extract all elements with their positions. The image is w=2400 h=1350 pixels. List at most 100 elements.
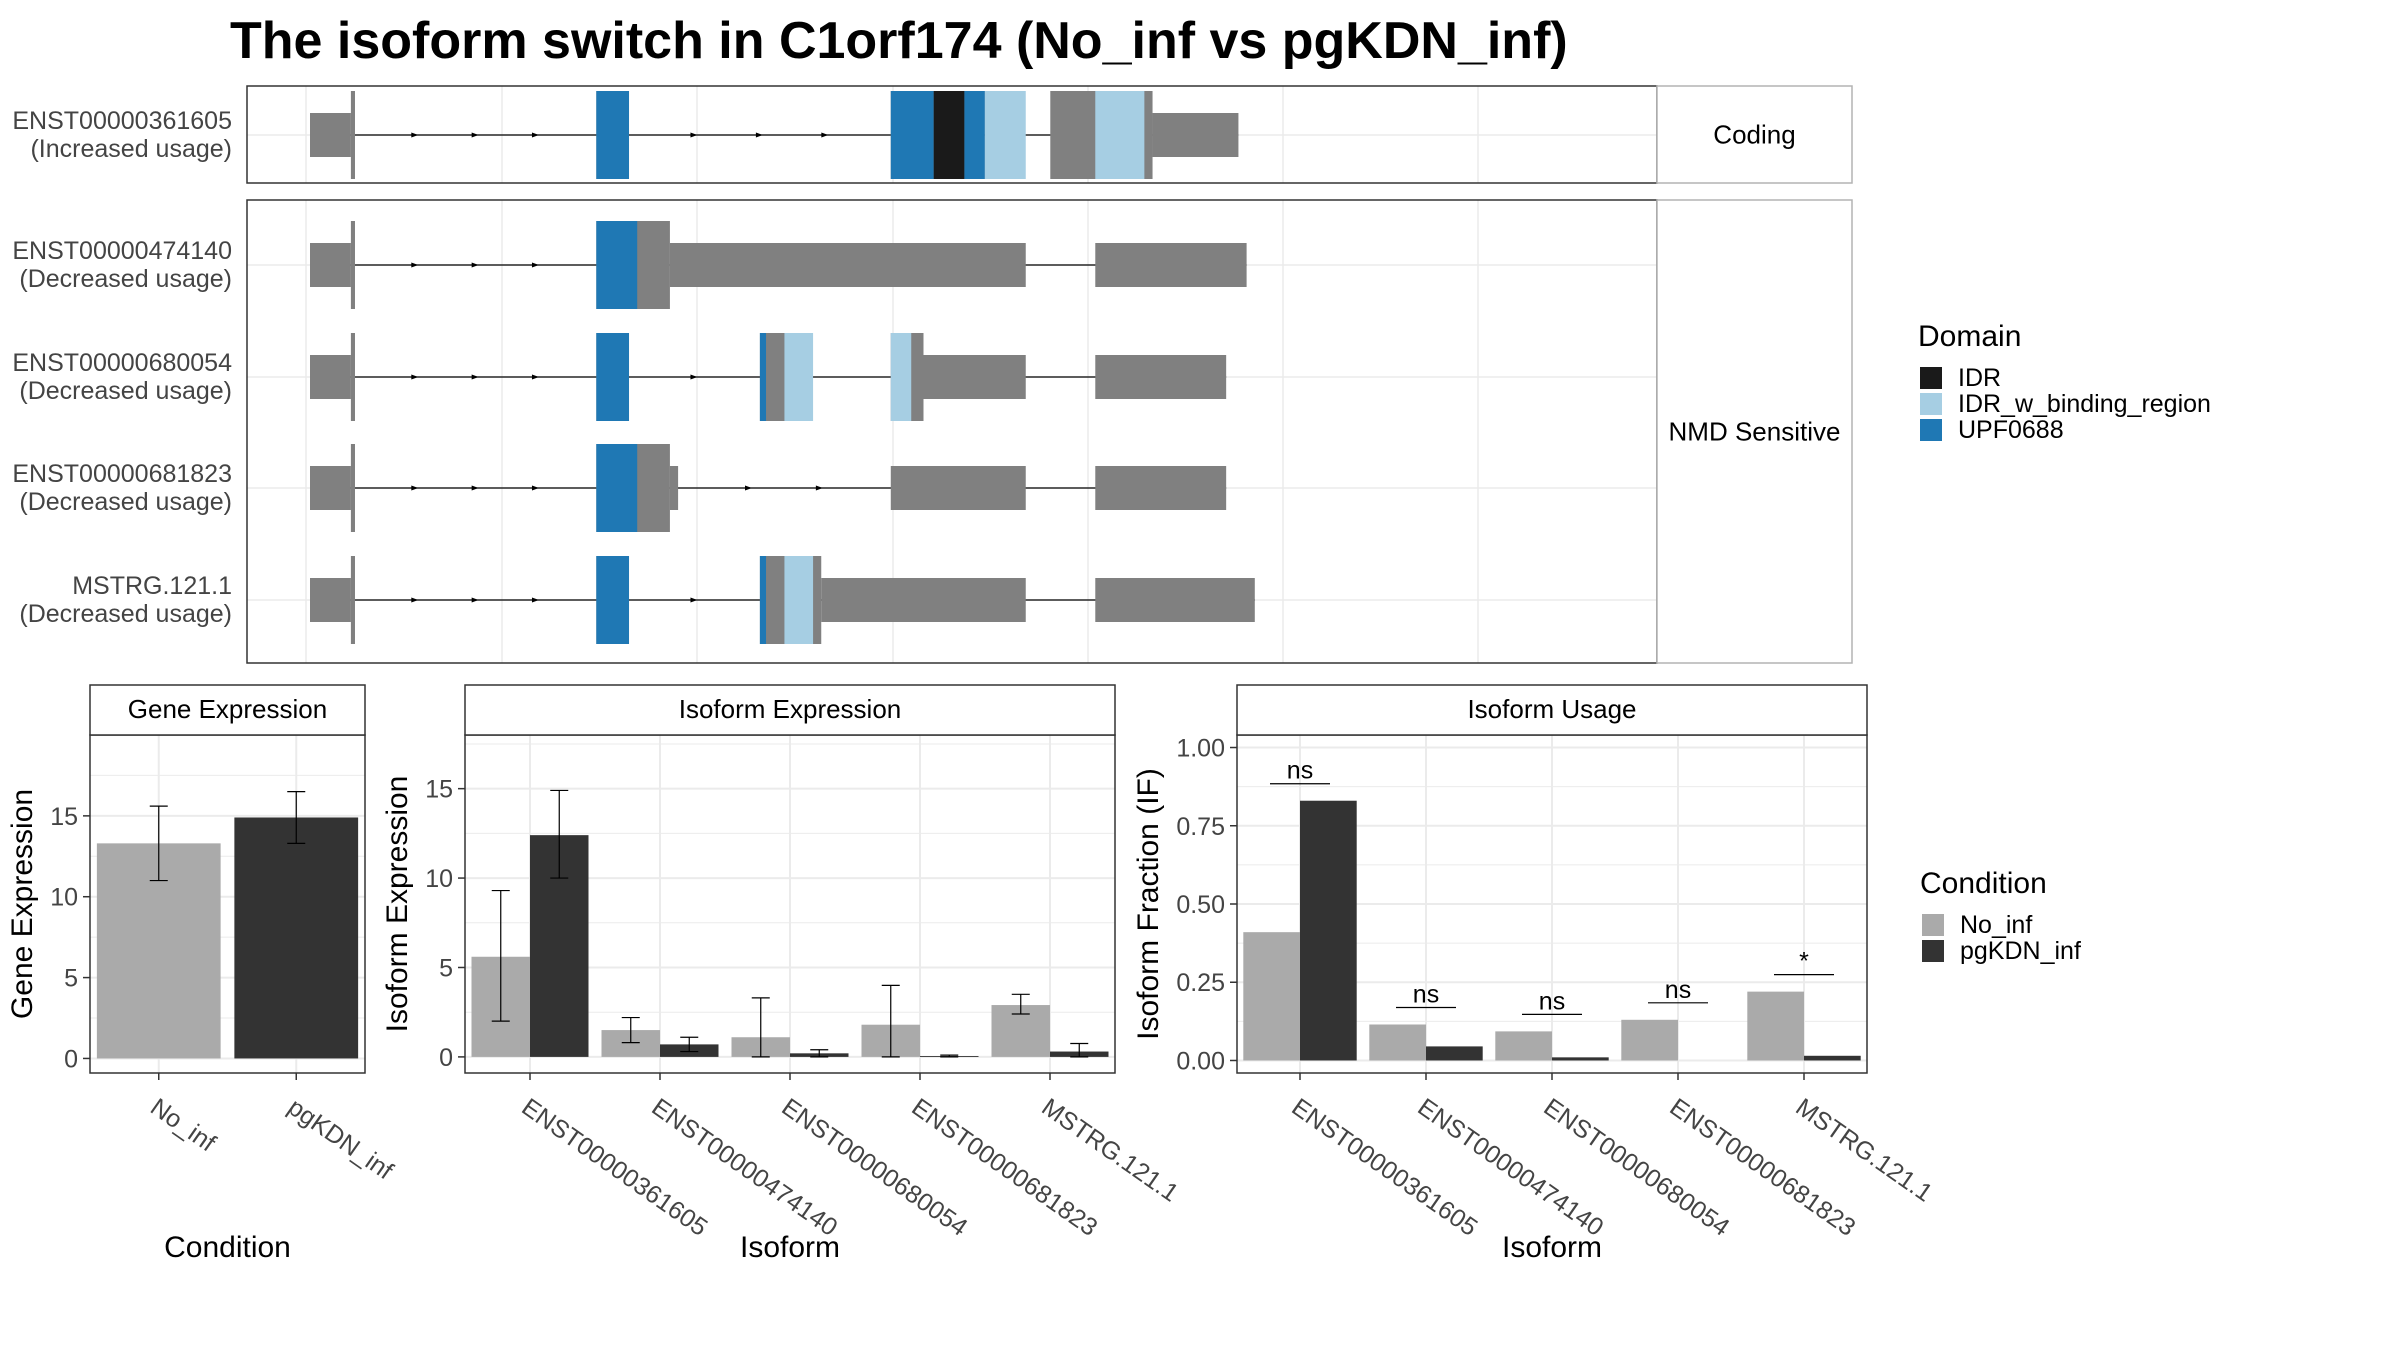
- intron-arrow: [411, 485, 419, 491]
- significance-label: ns: [1665, 976, 1691, 1004]
- domain-segment: [784, 556, 814, 644]
- legend-label: IDR_w_binding_region: [1958, 390, 2211, 418]
- y-axis-title: Isoform Expression: [381, 776, 414, 1033]
- utr-exon: [1095, 466, 1227, 510]
- bar: [1243, 932, 1300, 1061]
- legend-label: IDR: [1958, 364, 2001, 392]
- intron-arrow: [471, 597, 479, 603]
- coding-exon: [350, 444, 355, 532]
- y-tick-label: 0.25: [1176, 969, 1225, 997]
- transcript-id-label: ENST00000361605: [12, 107, 232, 135]
- intron-arrow: [531, 485, 539, 491]
- y-tick-label: 0: [64, 1045, 78, 1073]
- facet-strip: [1656, 199, 1853, 664]
- intron-arrow: [471, 485, 479, 491]
- legend-label: pgKDN_inf: [1960, 937, 2081, 965]
- legend-label: No_inf: [1960, 911, 2032, 939]
- x-tick-label: pgKDN_inf: [283, 1093, 398, 1185]
- domain-segment: [984, 91, 1026, 179]
- y-tick-label: 10: [425, 865, 453, 893]
- utr-exon: [310, 466, 351, 510]
- intron-arrow: [531, 132, 539, 138]
- intron-arrow: [471, 132, 479, 138]
- x-axis-title: Isoform: [1502, 1231, 1602, 1264]
- y-tick-label: 10: [50, 884, 78, 912]
- coding-exon: [350, 91, 355, 179]
- x-axis-title: Isoform: [740, 1231, 840, 1264]
- coding-exon: [350, 221, 355, 309]
- coding-exon: [350, 556, 355, 644]
- domain-segment: [596, 91, 630, 179]
- y-axis-title: Gene Expression: [6, 789, 39, 1019]
- bar: [1495, 1031, 1552, 1061]
- domain-segment: [596, 444, 638, 532]
- figure-title: The isoform switch in C1orf174 (No_inf v…: [230, 12, 1568, 70]
- coding-exon: [350, 333, 355, 421]
- chart-title-strip: [89, 684, 366, 736]
- y-tick-label: 0.00: [1176, 1047, 1225, 1075]
- utr-exon: [669, 466, 679, 510]
- transcript-id-label: MSTRG.121.1: [72, 572, 232, 600]
- significance-label: ns: [1413, 980, 1439, 1008]
- utr-exon: [1095, 355, 1227, 399]
- gene-expression-chart: Gene Expression 0 5 10 15 No_inf pgKDN_inf Cond…: [6, 684, 398, 1264]
- intron-arrow: [755, 132, 763, 138]
- utr-exon: [310, 355, 351, 399]
- intron-arrow: [411, 374, 419, 380]
- intron-arrow: [411, 597, 419, 603]
- chart-title: Isoform Usage: [1467, 694, 1636, 724]
- intron-arrow: [690, 374, 698, 380]
- legend-key: [1920, 367, 1942, 389]
- significance-label: ns: [1287, 757, 1313, 785]
- bar: [234, 817, 359, 1059]
- significance-label: ns: [1539, 987, 1565, 1015]
- facet-strip: [1656, 85, 1853, 184]
- isoform-expression-chart: Isoform Expression051015ENST00000361605E…: [381, 684, 1184, 1264]
- utr-exon: [310, 243, 351, 287]
- bar: [1426, 1046, 1483, 1061]
- domain-segment: [596, 333, 630, 421]
- domain-segment: [933, 91, 965, 179]
- facet-strip-label: NMD Sensitive: [1669, 417, 1841, 447]
- intron-arrow: [815, 485, 823, 491]
- bar: [1804, 1055, 1861, 1061]
- y-tick-label: 0.50: [1176, 891, 1225, 919]
- domain-segment: [759, 333, 767, 421]
- bar: [1621, 1019, 1678, 1061]
- facet-strip-label: Coding: [1713, 120, 1795, 150]
- legend-key: [1922, 940, 1944, 962]
- utr-exon: [1095, 578, 1255, 622]
- intron-arrow: [531, 262, 539, 268]
- isoform-usage-chart: ns ns ns ns * Isoform Usage 0.00 0.25 0.50 0.75 1.…: [1132, 684, 1938, 1264]
- utr-exon: [821, 578, 1026, 622]
- utr-exon: [310, 578, 351, 622]
- y-tick-label: 0.75: [1176, 813, 1225, 841]
- intron-arrow: [744, 485, 752, 491]
- domain-segment: [890, 91, 934, 179]
- intron-arrow: [821, 132, 829, 138]
- bar: [1747, 991, 1804, 1061]
- chart-title: Isoform Expression: [679, 694, 902, 724]
- domain-segment: [890, 333, 912, 421]
- chart-title-strip: [464, 684, 1116, 736]
- x-axis-title: Condition: [164, 1231, 291, 1264]
- transcript-id-label: ENST00000681823: [12, 460, 232, 488]
- transcript-id-label: ENST00000474140: [12, 237, 232, 265]
- y-tick-label: 1.00: [1176, 735, 1225, 763]
- chart-title: Gene Expression: [128, 694, 327, 724]
- x-tick-label: No_inf: [145, 1093, 220, 1157]
- y-tick-label: 5: [439, 954, 453, 982]
- legend-key: [1920, 419, 1942, 441]
- bar: [1369, 1024, 1426, 1061]
- utr-exon: [890, 466, 1026, 510]
- significance-label: *: [1799, 948, 1809, 976]
- legend-key: [1920, 393, 1942, 415]
- utr-exon: [923, 355, 1026, 399]
- intron-arrow: [690, 597, 698, 603]
- intron-arrow: [471, 374, 479, 380]
- domain-segment: [759, 556, 767, 644]
- y-tick-label: 5: [64, 965, 78, 993]
- domain-segment: [784, 333, 814, 421]
